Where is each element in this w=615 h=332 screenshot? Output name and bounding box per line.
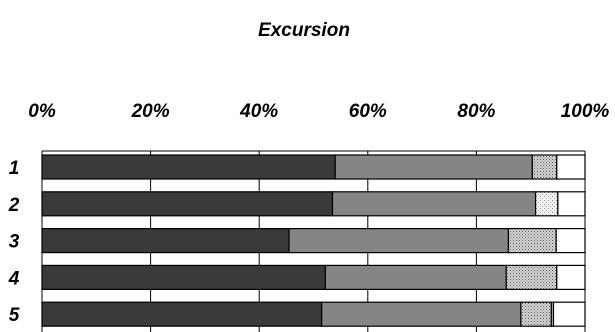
category-label: 5 <box>9 305 20 326</box>
bar-segment-row2-s3 <box>534 191 559 217</box>
x-tick-label: 0% <box>28 101 56 122</box>
bar-segment-row5-s5 <box>552 301 586 327</box>
category-label: 4 <box>8 268 20 289</box>
chart-title: Excursion <box>258 20 350 41</box>
bar-segment-row5-s1 <box>321 301 522 327</box>
bar-segment-row1-s0 <box>41 154 336 180</box>
category-label: 1 <box>9 158 20 179</box>
x-tick-label: 40% <box>239 101 278 122</box>
x-tick-label: 100% <box>561 101 610 122</box>
bar-segment-row2-s0 <box>41 191 334 217</box>
bar-segment-row1-s2 <box>531 154 558 180</box>
bar-segment-row2-s1 <box>331 191 537 217</box>
bar-segment-row3-s2 <box>507 228 557 254</box>
bar-segment-row4-s0 <box>41 264 327 290</box>
bar-segment-row1-s1 <box>334 154 533 180</box>
bar-segment-row4-s2 <box>505 264 558 290</box>
x-tick-label: 80% <box>457 101 495 122</box>
bar-segment-row2-s5 <box>557 191 586 217</box>
x-tick-labels: 0% 20% 40% 60% 80% 100% <box>28 101 609 122</box>
bar-segment-row4-s5 <box>556 264 586 290</box>
bar-segment-row4-s1 <box>324 264 507 290</box>
bar-segment-row1-s5 <box>556 154 586 180</box>
bar-segment-row3-s0 <box>41 228 290 254</box>
category-label: 2 <box>8 195 20 216</box>
category-label: 3 <box>9 232 20 253</box>
bar-segment-row3-s1 <box>288 228 510 254</box>
bar-segment-row5-s2 <box>520 301 552 327</box>
bars <box>41 154 586 327</box>
bar-segment-row5-s0 <box>41 301 323 327</box>
bar-segment-row3-s5 <box>555 228 586 254</box>
x-tick-label: 20% <box>131 101 170 122</box>
category-labels: 1 2 3 4 5 <box>8 158 20 326</box>
x-tick-label: 60% <box>349 101 387 122</box>
